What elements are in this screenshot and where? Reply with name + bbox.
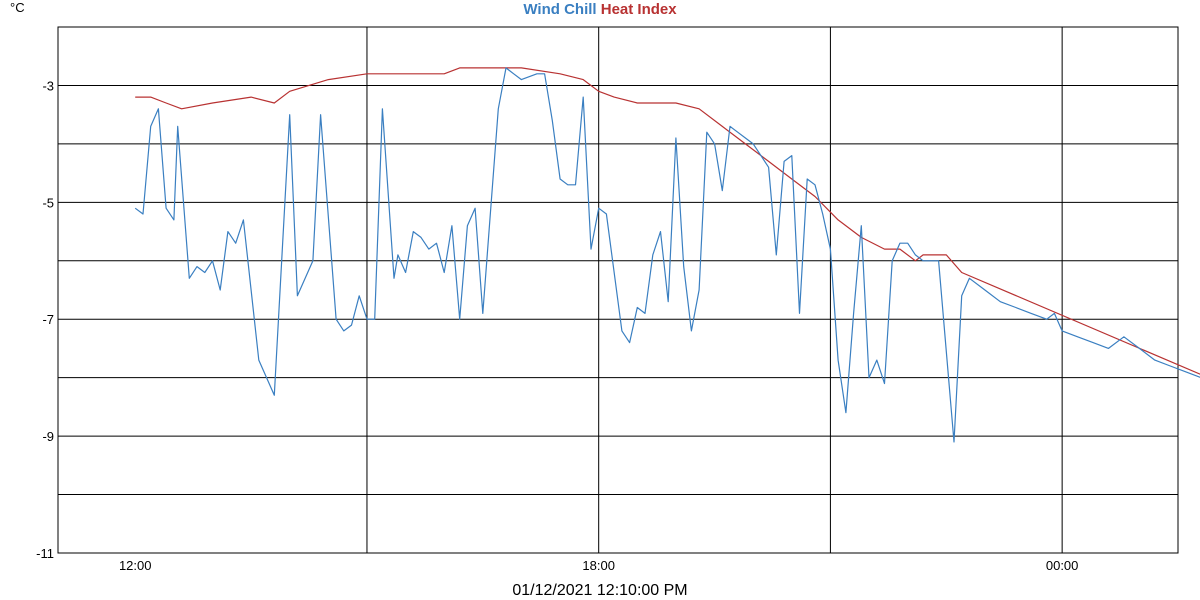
legend-heat-index[interactable]: Heat Index xyxy=(600,1,677,18)
y-tick-label: -11 xyxy=(36,546,54,561)
y-unit-label: °C xyxy=(10,0,25,15)
x-tick-label: 00:00 xyxy=(1046,558,1079,573)
timestamp-footer: 01/12/2021 12:10:00 PM xyxy=(512,582,688,599)
chart-legend: Wind Chill Heat Index xyxy=(0,1,1200,18)
y-tick-label: -3 xyxy=(42,78,54,93)
wind-chill-line xyxy=(134,67,1200,443)
heat-index-line xyxy=(135,67,1200,375)
x-tick-label: 12:00 xyxy=(119,558,152,573)
legend-wind-chill[interactable]: Wind Chill xyxy=(523,1,597,18)
y-tick-label: -9 xyxy=(42,429,54,444)
y-tick-label: -7 xyxy=(42,312,54,327)
plot-frame xyxy=(57,26,1179,554)
x-tick-label: 18:00 xyxy=(582,558,615,573)
y-tick-label: -5 xyxy=(42,195,54,210)
